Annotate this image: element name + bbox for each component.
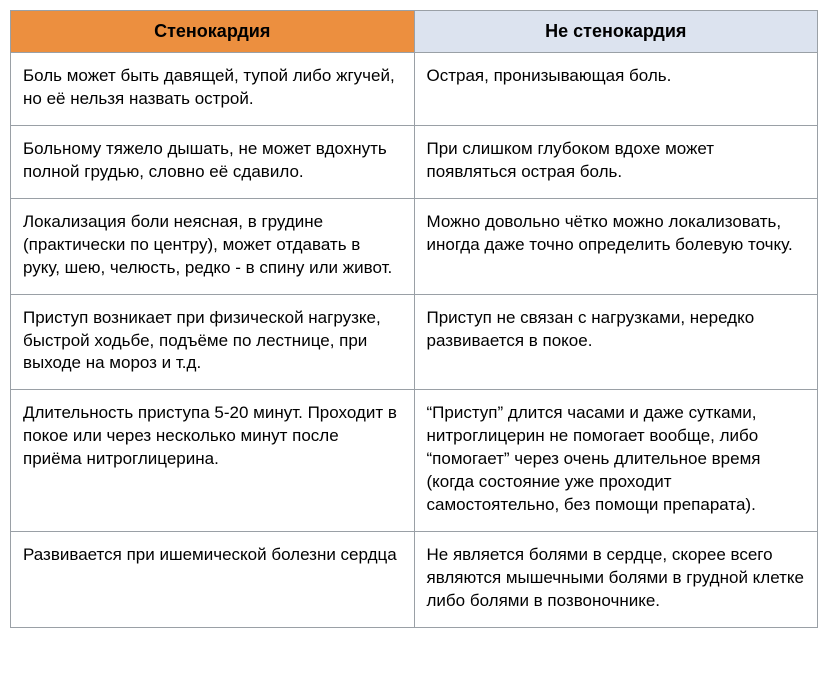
cell-not-stenocardia: Не является болями в сердце, скорее всег… bbox=[414, 532, 818, 628]
table-row: Длительность приступа 5-20 минут. Проход… bbox=[11, 390, 818, 532]
table-row: Приступ возникает при физической нагрузк… bbox=[11, 294, 818, 390]
cell-not-stenocardia: “Приступ” длится часами и даже сутками, … bbox=[414, 390, 818, 532]
table-row: Больному тяжело дышать, не может вдохнут… bbox=[11, 125, 818, 198]
comparison-table: Стенокардия Не стенокардия Боль может бы… bbox=[10, 10, 818, 628]
cell-not-stenocardia: Острая, пронизывающая боль. bbox=[414, 53, 818, 126]
column-header-stenocardia: Стенокардия bbox=[11, 11, 415, 53]
cell-stenocardia: Локализация боли неясная, в грудине (пра… bbox=[11, 198, 415, 294]
cell-stenocardia: Больному тяжело дышать, не может вдохнут… bbox=[11, 125, 415, 198]
cell-stenocardia: Боль может быть давящей, тупой либо жгуч… bbox=[11, 53, 415, 126]
cell-stenocardia: Длительность приступа 5-20 минут. Проход… bbox=[11, 390, 415, 532]
cell-not-stenocardia: При слишком глубоком вдохе может появлят… bbox=[414, 125, 818, 198]
cell-stenocardia: Приступ возникает при физической нагрузк… bbox=[11, 294, 415, 390]
table-header-row: Стенокардия Не стенокардия bbox=[11, 11, 818, 53]
table-row: Развивается при ишемической болезни серд… bbox=[11, 532, 818, 628]
table-row: Боль может быть давящей, тупой либо жгуч… bbox=[11, 53, 818, 126]
table-row: Локализация боли неясная, в грудине (пра… bbox=[11, 198, 818, 294]
cell-stenocardia: Развивается при ишемической болезни серд… bbox=[11, 532, 415, 628]
cell-not-stenocardia: Приступ не связан с нагрузками, нередко … bbox=[414, 294, 818, 390]
column-header-not-stenocardia: Не стенокардия bbox=[414, 11, 818, 53]
cell-not-stenocardia: Можно довольно чётко можно локализовать,… bbox=[414, 198, 818, 294]
